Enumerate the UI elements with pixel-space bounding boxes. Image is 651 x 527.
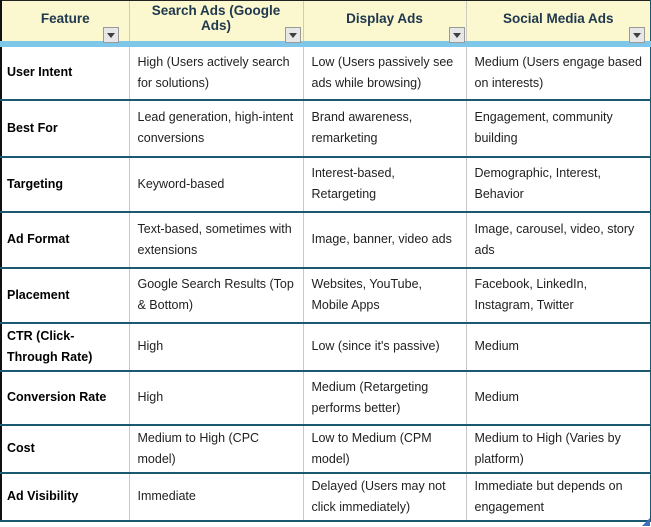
column-header-feature: Feature — [0, 0, 129, 47]
column-header-search-ads: Search Ads (Google Ads) — [128, 0, 303, 47]
search-ads-cell: Medium to High (CPC model) — [128, 424, 303, 474]
header-row: Feature Search Ads (Google Ads) Display … — [0, 0, 651, 47]
search-ads-cell: Text-based, sometimes with extensions — [128, 211, 303, 269]
search-ads-cell: High — [128, 370, 303, 426]
search-ads-cell: High — [128, 322, 303, 372]
chevron-down-icon — [633, 32, 641, 38]
social-media-ads-cell: Facebook, LinkedIn, Instagram, Twitter — [465, 267, 651, 324]
search-ads-cell: High (Users actively search for solution… — [128, 43, 303, 101]
search-ads-cell: Google Search Results (Top & Bottom) — [128, 267, 303, 324]
feature-cell: Placement — [0, 267, 129, 324]
table-row-ad-format: Ad Format Text-based, sometimes with ext… — [0, 211, 651, 269]
social-media-ads-cell: Medium to High (Varies by platform) — [465, 424, 651, 474]
social-media-ads-cell: Medium — [465, 370, 651, 426]
display-ads-cell: Low (since it's passive) — [302, 322, 466, 372]
display-ads-cell: Image, banner, video ads — [302, 211, 466, 269]
display-ads-cell: Websites, YouTube, Mobile Apps — [302, 267, 466, 324]
table-row-placement: Placement Google Search Results (Top & B… — [0, 267, 651, 324]
column-header-label: Display Ads — [346, 10, 423, 26]
feature-cell: CTR (Click-Through Rate) — [0, 322, 129, 372]
feature-cell: User Intent — [0, 43, 129, 101]
feature-cell: Cost — [0, 424, 129, 474]
display-ads-cell: Low to Medium (CPM model) — [302, 424, 466, 474]
column-header-display-ads: Display Ads — [302, 0, 466, 47]
search-ads-cell: Keyword-based — [128, 156, 303, 213]
table-row-targeting: Targeting Keyword-based Interest-based, … — [0, 156, 651, 213]
feature-cell: Ad Visibility — [0, 472, 129, 522]
social-media-ads-cell: Medium (Users engage based on interests) — [465, 43, 651, 101]
search-ads-cell: Lead generation, high-intent conversions — [128, 99, 303, 158]
table-row-ctr: CTR (Click-Through Rate) High Low (since… — [0, 322, 651, 372]
column-header-label: Social Media Ads — [502, 10, 614, 26]
table-row-best-for: Best For Lead generation, high-intent co… — [0, 99, 651, 158]
display-ads-cell: Interest-based, Retargeting — [302, 156, 466, 213]
chevron-down-icon — [289, 32, 297, 38]
table-row-conversion-rate: Conversion Rate High Medium (Retargeting… — [0, 370, 651, 426]
display-ads-cell: Medium (Retargeting performs better) — [302, 370, 466, 426]
feature-cell: Best For — [0, 99, 129, 158]
social-media-ads-cell: Image, carousel, video, story ads — [465, 211, 651, 269]
feature-cell: Ad Format — [0, 211, 129, 269]
display-ads-cell: Brand awareness, remarketing — [302, 99, 466, 158]
column-header-label: Search Ads (Google Ads) — [151, 3, 281, 34]
social-media-ads-cell: Medium — [465, 322, 651, 372]
display-ads-cell: Low (Users passively see ads while brows… — [302, 43, 466, 101]
social-media-ads-cell: Engagement, community building — [465, 99, 651, 158]
feature-cell: Targeting — [0, 156, 129, 213]
social-media-ads-cell: Immediate but depends on engagement — [465, 472, 651, 522]
table-row-user-intent: User Intent High (Users actively search … — [0, 43, 651, 101]
filter-dropdown-button-feature[interactable] — [103, 27, 119, 43]
display-ads-cell: Delayed (Users may not click immediately… — [302, 472, 466, 522]
social-media-ads-cell: Demographic, Interest, Behavior — [465, 156, 651, 213]
filter-dropdown-button-social-media-ads[interactable] — [629, 27, 645, 43]
table-resize-handle[interactable] — [642, 518, 650, 526]
column-header-label: Feature — [40, 10, 90, 26]
feature-cell: Conversion Rate — [0, 370, 129, 426]
search-ads-cell: Immediate — [128, 472, 303, 522]
table-row-ad-visibility: Ad Visibility Immediate Delayed (Users m… — [0, 472, 651, 522]
filter-dropdown-button-display-ads[interactable] — [449, 27, 465, 43]
column-header-social-media-ads: Social Media Ads — [465, 0, 651, 47]
filter-dropdown-button-search-ads[interactable] — [285, 27, 301, 43]
chevron-down-icon — [107, 32, 115, 38]
table-row-cost: Cost Medium to High (CPC model) Low to M… — [0, 424, 651, 474]
chevron-down-icon — [453, 32, 461, 38]
